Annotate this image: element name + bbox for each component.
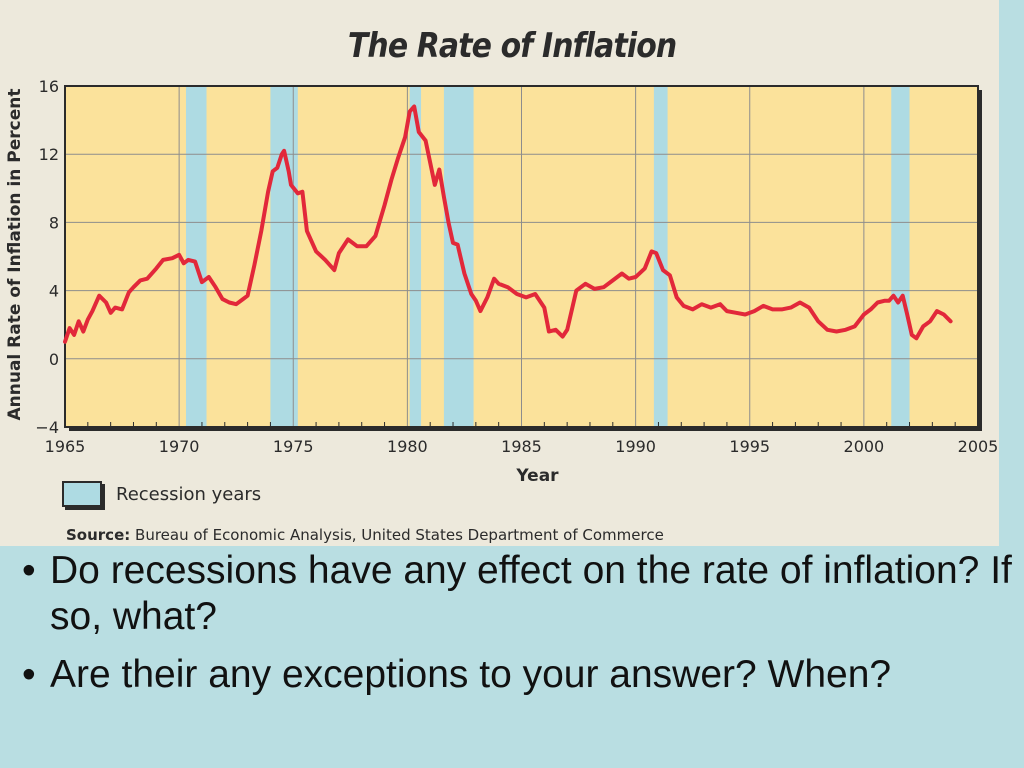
x-tick-label: 2005 — [958, 437, 999, 456]
y-tick-label: 16 — [39, 77, 59, 96]
plot-frame — [64, 85, 979, 428]
x-tick-label: 1975 — [273, 437, 314, 456]
x-axis-title: Year — [515, 466, 559, 486]
question-text: Do recessions have any effect on the rat… — [50, 549, 1012, 638]
x-tick-label: 1970 — [159, 437, 200, 456]
recession-band — [409, 86, 422, 427]
x-tick-label: 1980 — [387, 437, 428, 456]
question-text: Are their any exceptions to your answer?… — [50, 653, 892, 696]
y-axis-title: Annual Rate of Inflation in Percent — [5, 88, 25, 420]
recession-band — [653, 86, 668, 427]
source-text: Bureau of Economic Analysis, United Stat… — [135, 526, 664, 544]
legend-swatch-recession — [62, 481, 102, 507]
x-tick-label: 2000 — [844, 437, 885, 456]
legend: Recession years — [62, 479, 261, 509]
legend-label: Recession years — [116, 483, 262, 505]
x-tick-label: 1995 — [729, 437, 770, 456]
question-item: • Do recessions have any effect on the r… — [22, 548, 1012, 640]
y-tick-label: −4 — [35, 418, 59, 437]
source-note: Source: Bureau of Economic Analysis, Uni… — [66, 526, 664, 544]
chart-plot: 1965 1970 1975 1980 1985 1990 1995 2000 2005 −4 0… — [5, 77, 999, 486]
chart-figure: 1965 1970 1975 1980 1985 1990 1995 2000 2005 −4 0… — [0, 0, 999, 546]
x-tick-label: 1965 — [45, 437, 86, 456]
source-label: Source: — [66, 526, 131, 544]
x-tick-label: 1990 — [615, 437, 656, 456]
chart-title: The Rate of Inflation — [347, 26, 677, 66]
recession-band — [891, 86, 910, 427]
recession-band — [185, 86, 207, 427]
bullet-mark: • — [22, 653, 36, 696]
y-tick-label: 4 — [49, 282, 59, 301]
y-tick-label: 12 — [39, 145, 59, 164]
y-tick-label: 0 — [49, 350, 59, 369]
inflation-line — [63, 104, 953, 344]
bullet-mark: • — [22, 549, 36, 592]
question-item: • Are their any exceptions to your answe… — [22, 652, 1012, 698]
y-tick-label: 8 — [49, 213, 59, 232]
x-tick-label: 1985 — [501, 437, 542, 456]
question-list: • Do recessions have any effect on the r… — [22, 548, 1012, 710]
